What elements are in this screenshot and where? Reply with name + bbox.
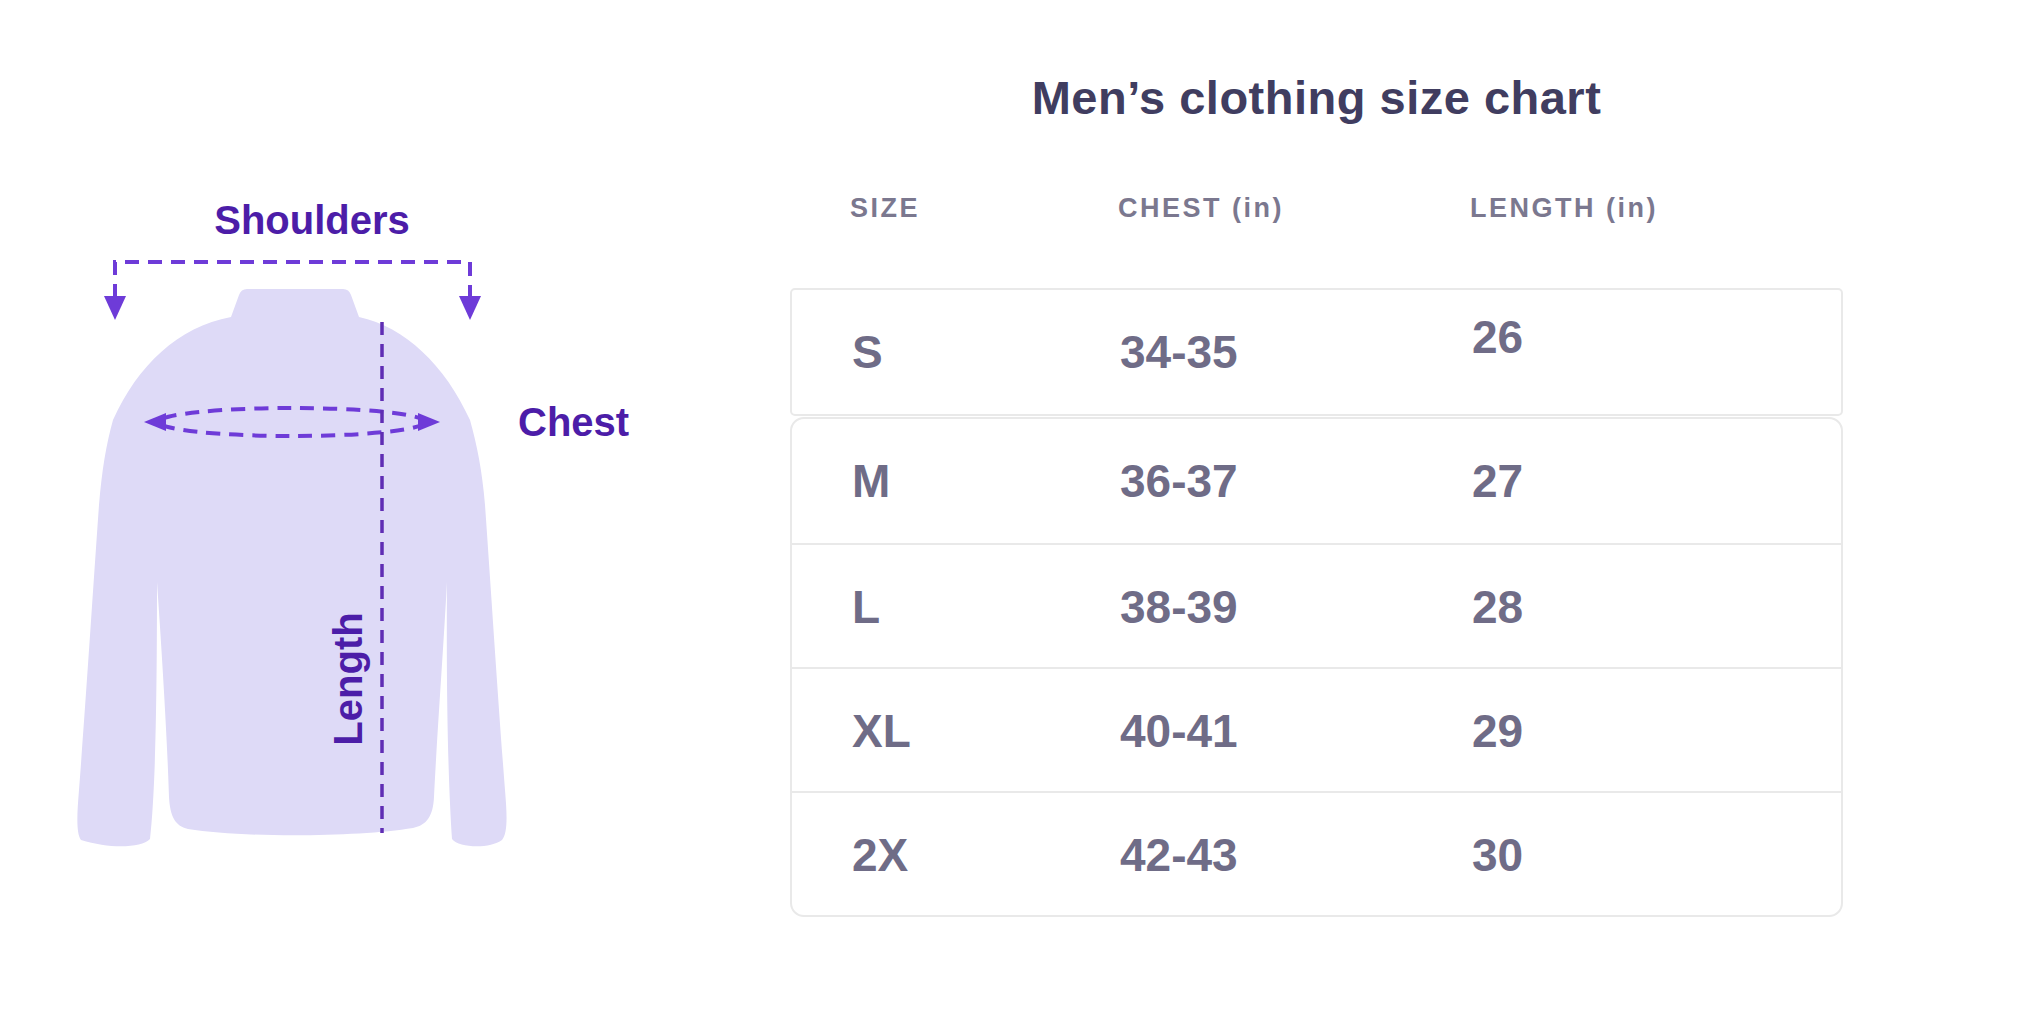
column-header-chest: CHEST (in) [1118,193,1284,224]
arrow-down-left-icon [104,296,126,320]
page-title: Men’s clothing size chart [790,70,1843,125]
size-chart-infographic: Shoulders Chest Length Men’s clothing si… [0,0,2032,1020]
table-row: 2X 42-43 30 [792,791,1841,915]
shoulders-label: Shoulders [162,198,462,243]
length-label: Length [326,599,370,759]
chest-cell: 42-43 [1120,793,1238,917]
length-cell: 28 [1472,545,1523,669]
size-cell: M [852,419,890,543]
table-row: S 34-35 26 [792,290,1841,414]
table-box-rest: M 36-37 27 L 38-39 28 XL 40-41 29 2X 42-… [790,417,1843,917]
table-box-small: S 34-35 26 [790,288,1843,416]
column-header-length: LENGTH (in) [1470,193,1658,224]
size-cell: XL [852,669,911,793]
length-cell: 29 [1472,669,1523,793]
arrow-down-right-icon [459,296,481,320]
shirt-illustration [0,0,720,1020]
length-cell: 27 [1472,419,1523,543]
chest-cell: 36-37 [1120,419,1238,543]
chest-cell: 34-35 [1120,290,1238,414]
size-chart-table: Men’s clothing size chart SIZE CHEST (in… [790,0,1843,1020]
column-header-size: SIZE [850,193,920,224]
table-row: M 36-37 27 [792,419,1841,543]
shirt-measurement-diagram: Shoulders Chest Length [0,0,720,1020]
shirt-silhouette [77,289,506,846]
size-cell: L [852,545,880,669]
length-cell: 30 [1472,793,1523,917]
length-cell: 26 [1472,275,1523,399]
table-row: L 38-39 28 [792,543,1841,667]
size-cell: S [852,290,883,414]
table-header-row: SIZE CHEST (in) LENGTH (in) [790,193,1843,235]
table-row: XL 40-41 29 [792,667,1841,791]
chest-cell: 40-41 [1120,669,1238,793]
chest-label: Chest [518,400,629,445]
chest-cell: 38-39 [1120,545,1238,669]
size-cell: 2X [852,793,908,917]
